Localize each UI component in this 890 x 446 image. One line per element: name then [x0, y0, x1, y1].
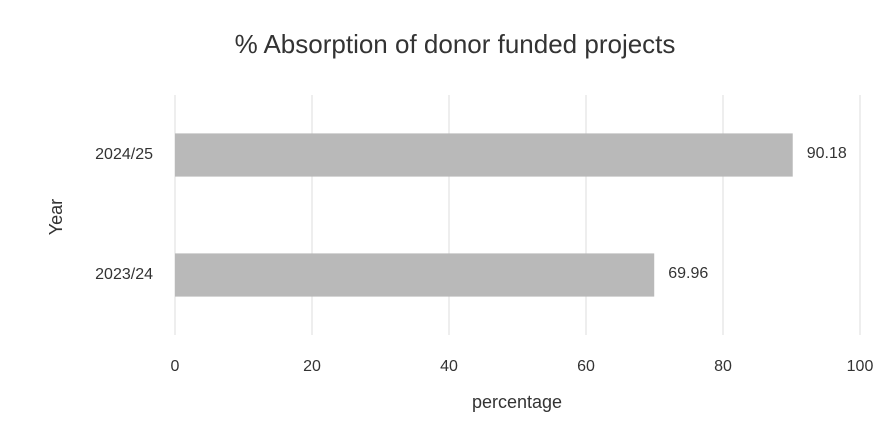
bar: [175, 133, 793, 177]
y-axis-label: Year: [46, 199, 66, 235]
chart-title: % Absorption of donor funded projects: [235, 29, 676, 59]
x-tick-label: 20: [303, 358, 321, 375]
y-tick-label: 2023/24: [95, 266, 153, 283]
x-tick-label: 80: [714, 358, 732, 375]
x-tick-label: 40: [440, 358, 458, 375]
bar: [175, 253, 655, 297]
x-tick-label: 100: [847, 358, 874, 375]
x-tick-label: 60: [577, 358, 595, 375]
x-tick-label: 0: [171, 358, 180, 375]
x-axis-label: percentage: [472, 392, 562, 412]
y-tick-label: 2024/25: [95, 146, 153, 163]
data-label: 69.96: [668, 265, 708, 282]
data-label: 90.18: [807, 145, 847, 162]
